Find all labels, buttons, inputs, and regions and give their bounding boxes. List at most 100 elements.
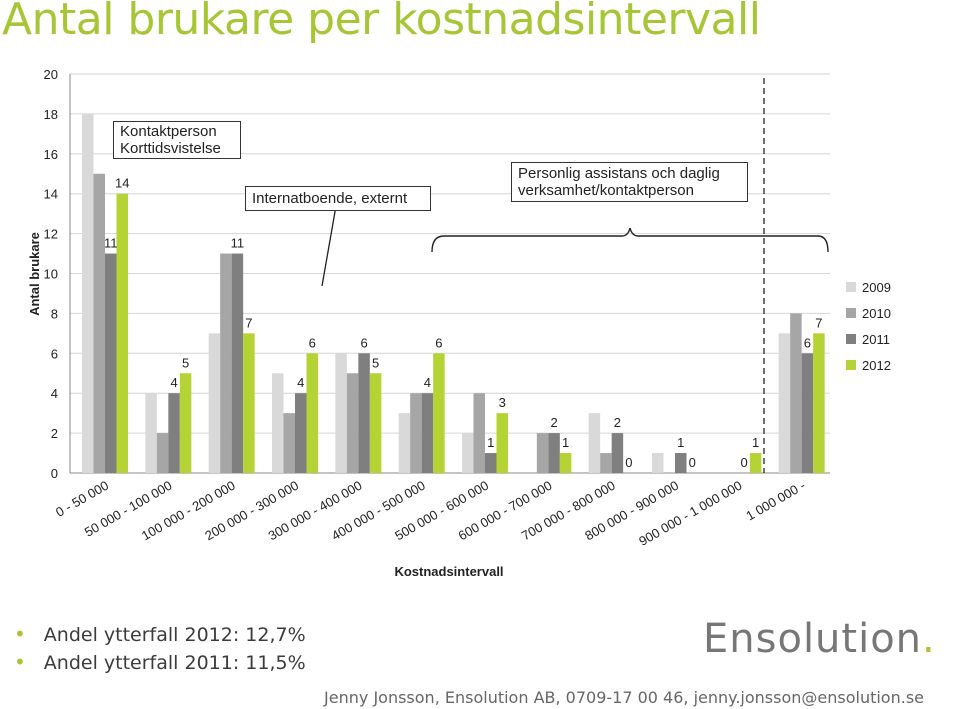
bar-2009-0 xyxy=(82,113,94,474)
annotation-personlig: Personlig assistans och daglig verksamhe… xyxy=(511,162,748,202)
annotation-internat-label: Internatboende, externt xyxy=(252,190,408,207)
bullet-item: • Andel ytterfall 2012: 12,7% xyxy=(14,620,306,648)
bar-2010-5 xyxy=(410,393,422,473)
bar-2009-2 xyxy=(208,333,221,473)
data-label: 0 xyxy=(625,455,632,470)
bar-2011-1 xyxy=(168,393,180,473)
bar-2012-7 xyxy=(559,453,572,473)
legend-label-2010: 2010 xyxy=(862,306,891,321)
bullet-dot-icon: • xyxy=(14,650,26,674)
y-tick-label: 0 xyxy=(51,466,58,481)
bar-2010-1 xyxy=(156,433,169,473)
y-tick-label: 4 xyxy=(51,386,58,401)
bar-2012-10 xyxy=(749,453,762,473)
bar-2012-6 xyxy=(496,413,508,473)
bar-2010-11 xyxy=(790,313,802,473)
bullet-item: • Andel ytterfall 2011: 11,5% xyxy=(14,648,306,676)
data-label: 11 xyxy=(231,236,245,251)
data-label: 11 xyxy=(104,236,118,251)
legend-swatch-2009 xyxy=(846,282,856,292)
bar-2012-1 xyxy=(179,373,192,473)
data-label: 14 xyxy=(115,176,129,191)
annotation-kontaktperson-line1: Kontaktperson xyxy=(120,123,217,140)
data-label: 1 xyxy=(677,435,684,450)
logo-text: Ensolution xyxy=(703,616,923,662)
bullet-list: • Andel ytterfall 2012: 12,7% • Andel ytte… xyxy=(14,620,306,676)
data-label: 0 xyxy=(689,455,696,470)
bar-2010-0 xyxy=(93,173,105,473)
data-label: 0 xyxy=(740,455,747,470)
bar-2012-0 xyxy=(116,193,128,473)
bar-2011-11 xyxy=(801,353,814,473)
bar-2009-8 xyxy=(588,413,601,473)
data-label: 2 xyxy=(614,415,621,430)
bar-2012-11 xyxy=(813,333,825,473)
annotation-internat: Internatboende, externt xyxy=(245,186,431,211)
bar-2011-7 xyxy=(548,433,560,473)
legend-swatch-2010 xyxy=(846,308,856,318)
annotation-personlig-line2: verksamhet/kontaktperson xyxy=(518,182,694,199)
y-tick-label: 18 xyxy=(44,107,58,122)
legend-label-2009: 2009 xyxy=(862,280,891,295)
bullet-dot-icon: • xyxy=(14,622,26,646)
bar-2009-3 xyxy=(272,373,284,473)
data-label: 3 xyxy=(499,395,506,410)
bar-2010-2 xyxy=(220,253,232,473)
data-label: 6 xyxy=(309,335,316,350)
y-tick-label: 10 xyxy=(44,267,58,282)
bar-2010-4 xyxy=(346,373,359,473)
y-tick-label: 12 xyxy=(44,227,58,242)
data-label: 4 xyxy=(297,375,304,390)
ensolution-logo: Ensolution. xyxy=(703,616,936,662)
data-label: 6 xyxy=(804,335,811,350)
data-label: 5 xyxy=(182,355,189,370)
bar-2009-11 xyxy=(778,333,791,473)
legend-swatch-2011 xyxy=(846,334,856,344)
data-label: 1 xyxy=(562,435,569,450)
bar-2012-2 xyxy=(243,333,255,473)
bar-2011-0 xyxy=(105,253,117,473)
y-axis-title: Antal brukare xyxy=(27,232,42,316)
bar-2009-4 xyxy=(335,353,347,473)
data-label: 7 xyxy=(815,315,822,330)
annotation-pointer-line xyxy=(321,205,337,287)
bar-2011-6 xyxy=(485,453,497,473)
slide-title: Antal brukare per kostnadsintervall xyxy=(2,0,761,45)
bar-2011-4 xyxy=(358,353,370,473)
logo-dot-icon: . xyxy=(922,616,936,662)
bullet-text: Andel ytterfall 2011: 11,5% xyxy=(43,652,306,674)
y-tick-label: 6 xyxy=(51,346,58,361)
bar-2011-3 xyxy=(295,393,307,473)
footer-contact: Jenny Jonsson, Ensolution AB, 0709-17 00… xyxy=(324,688,924,707)
bullet-text: Andel ytterfall 2012: 12,7% xyxy=(43,624,306,646)
data-label: 7 xyxy=(245,315,252,330)
annotation-bracket xyxy=(431,227,829,253)
bar-2012-5 xyxy=(433,353,445,473)
legend-swatch-2012 xyxy=(846,360,856,370)
data-label: 4 xyxy=(170,375,177,390)
data-label: 6 xyxy=(360,335,367,350)
legend-label-2012: 2012 xyxy=(862,358,891,373)
bar-2012-3 xyxy=(306,353,318,473)
bar-2009-9 xyxy=(652,453,664,473)
bar-2009-6 xyxy=(462,433,474,473)
data-label: 6 xyxy=(435,335,442,350)
data-label: 2 xyxy=(550,415,557,430)
bar-2011-5 xyxy=(421,393,434,473)
bar-2010-3 xyxy=(283,413,295,473)
y-tick-label: 20 xyxy=(44,67,58,82)
bar-2009-5 xyxy=(398,413,411,473)
y-tick-label: 16 xyxy=(44,147,58,162)
y-tick-label: 2 xyxy=(51,426,58,441)
y-tick-label: 8 xyxy=(51,306,58,321)
annotation-kontaktperson-line2: Korttidsvistelse xyxy=(120,140,221,157)
data-label: 1 xyxy=(487,435,494,450)
annotation-kontaktperson: Kontaktperson Korttidsvistelse xyxy=(113,121,241,159)
data-label: 4 xyxy=(424,375,431,390)
bar-2010-8 xyxy=(600,453,612,473)
bar-2011-9 xyxy=(675,453,687,473)
annotation-personlig-line1: Personlig assistans och daglig xyxy=(518,165,720,182)
data-label: 5 xyxy=(372,355,379,370)
bar-2010-6 xyxy=(473,393,485,473)
